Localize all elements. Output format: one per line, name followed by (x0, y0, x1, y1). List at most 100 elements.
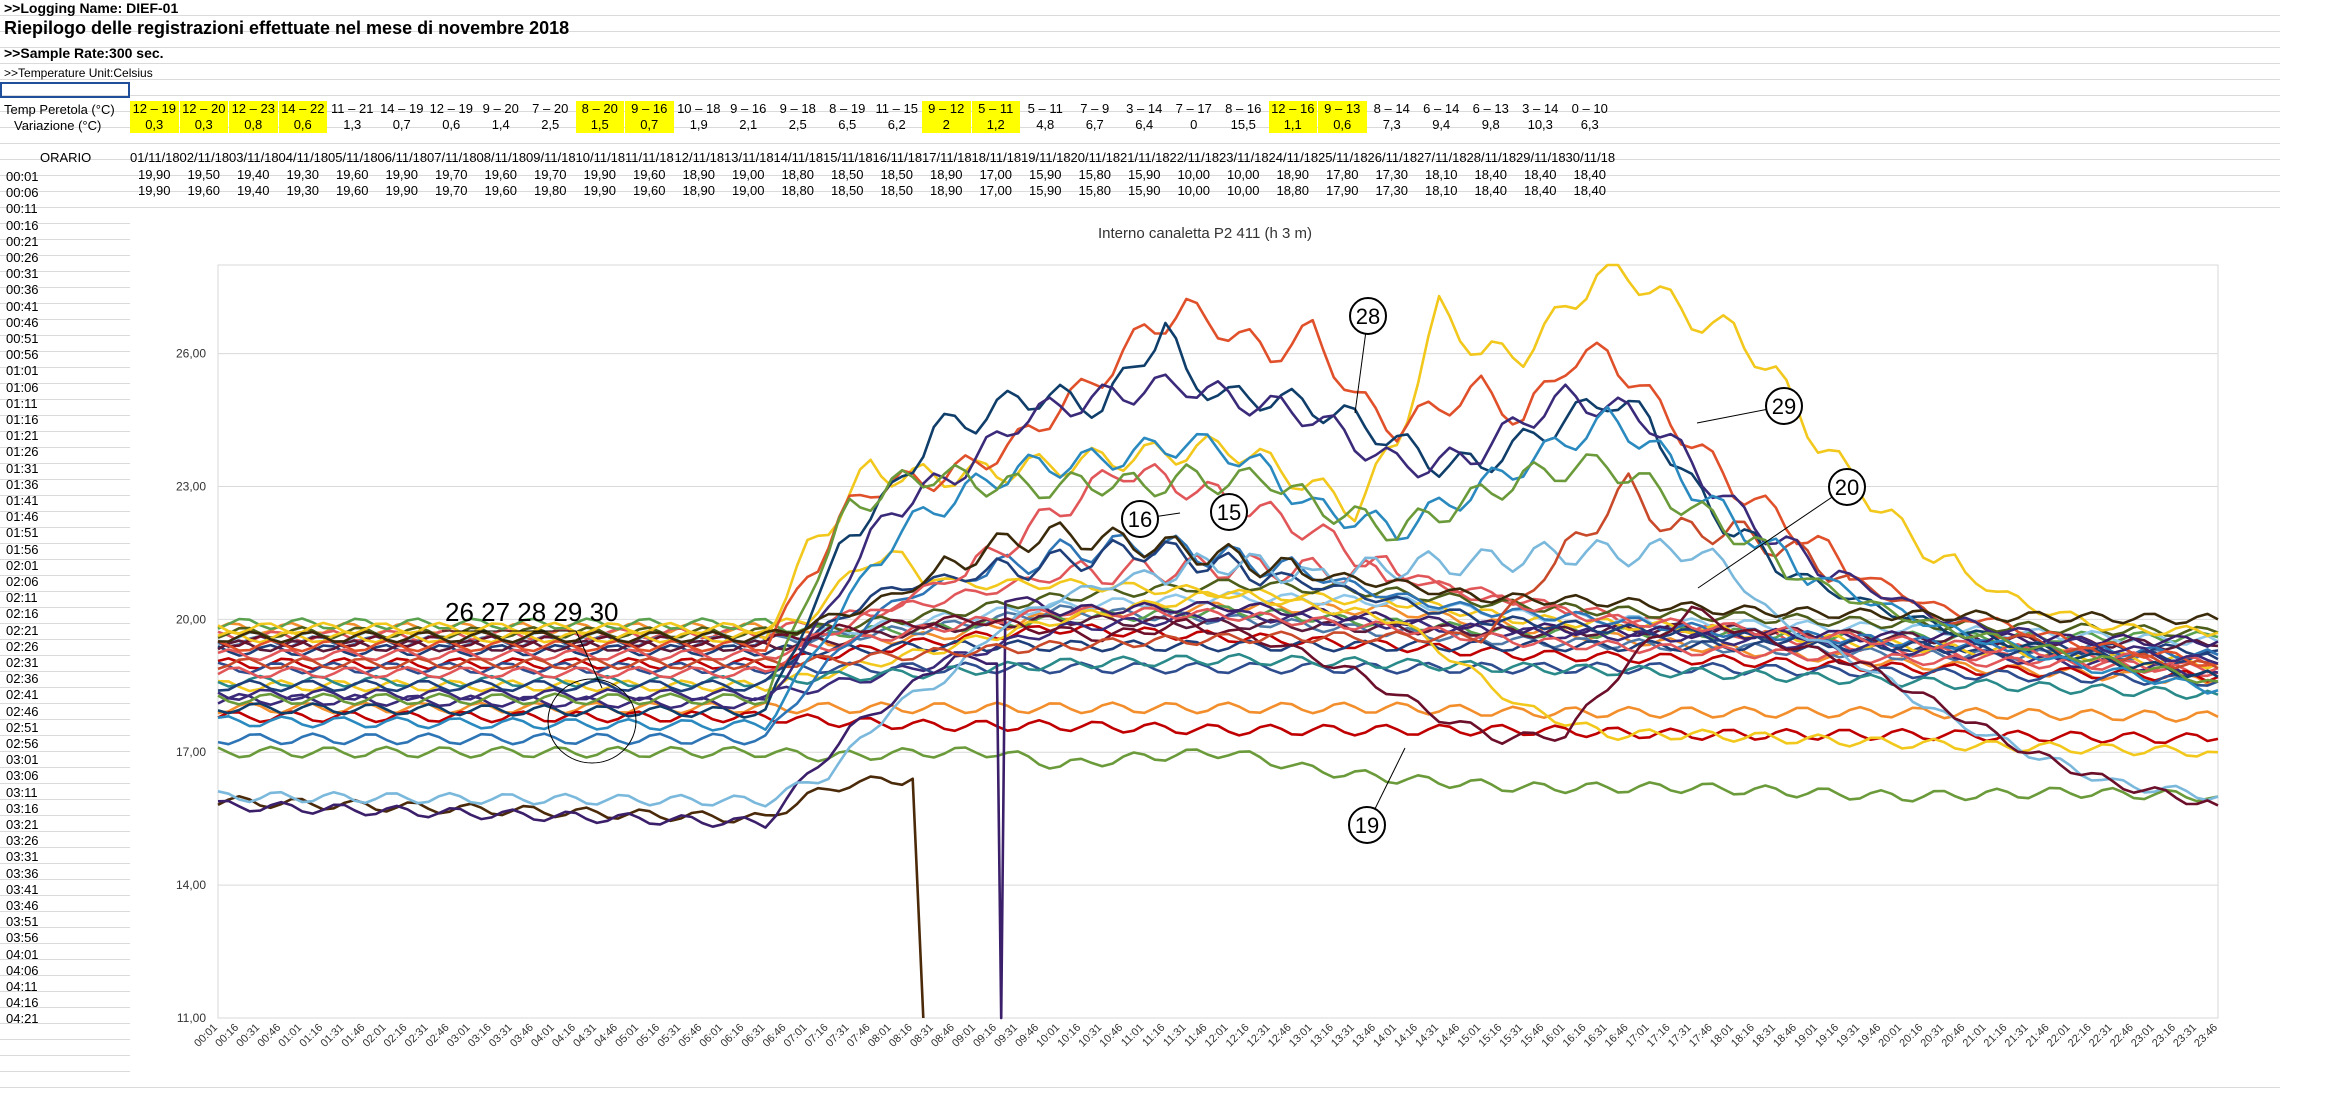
value-cell[interactable]: 19,70 (434, 183, 468, 198)
variation-cell[interactable]: 0,8 (229, 117, 278, 133)
temp-range-cell[interactable]: 12 – 19 (130, 101, 179, 117)
time-cell[interactable]: 01:51 (6, 525, 39, 541)
value-cell[interactable]: 17,30 (1375, 167, 1409, 182)
time-cell[interactable]: 04:01 (6, 946, 39, 962)
temp-range-cell[interactable]: 5 – 11 (971, 101, 1020, 117)
time-cell[interactable]: 03:26 (6, 833, 39, 849)
variation-cell[interactable]: 2,5 (541, 117, 560, 132)
value-cell[interactable]: 18,80 (781, 183, 815, 198)
date-header-cell[interactable]: 28/11/18 (1466, 150, 1517, 165)
variation-cell[interactable]: 2,1 (739, 117, 758, 132)
time-cell[interactable]: 03:36 (6, 865, 39, 881)
temp-range-cell[interactable]: 5 – 11 (1027, 101, 1063, 116)
variation-cell[interactable]: 0,6 (1318, 117, 1367, 133)
value-cell[interactable]: 19,60 (484, 183, 518, 198)
time-cell[interactable]: 00:01 (6, 169, 39, 184)
date-header-cell[interactable]: 03/11/18 (229, 150, 279, 165)
time-cell[interactable]: 00:36 (6, 282, 39, 298)
variation-cell[interactable]: 9,4 (1432, 117, 1451, 132)
variation-cell[interactable]: 2 (922, 117, 971, 133)
value-cell[interactable]: 18,10 (1424, 167, 1458, 182)
value-cell[interactable]: 10,00 (1177, 183, 1211, 198)
time-cell[interactable]: 01:56 (6, 541, 39, 557)
time-cell[interactable]: 02:06 (6, 574, 39, 589)
temp-range-cell[interactable]: 9 – 16 (625, 101, 674, 117)
variation-cell[interactable]: 1,9 (689, 117, 708, 132)
value-cell[interactable]: 18,80 (1276, 183, 1310, 198)
temp-range-cell[interactable]: 14 – 22 (278, 101, 327, 117)
time-cell[interactable]: 01:41 (6, 493, 39, 508)
time-cell[interactable]: 00:31 (6, 266, 39, 282)
date-header-cell[interactable]: 23/11/18 (1219, 150, 1269, 165)
value-cell[interactable]: 18,90 (929, 167, 963, 182)
date-header-cell[interactable]: 29/11/18 (1516, 150, 1566, 165)
time-cell[interactable]: 03:01 (6, 752, 39, 768)
date-header-cell[interactable]: 26/11/18 (1367, 150, 1418, 165)
time-cell[interactable]: 01:21 (6, 428, 39, 444)
variation-cell[interactable]: 0,6 (442, 117, 461, 132)
value-cell[interactable]: 19,90 (137, 183, 171, 198)
temp-range-cell[interactable]: 0 – 10 (1571, 101, 1608, 116)
temp-range-cell[interactable]: 14 – 19 (380, 101, 424, 116)
value-cell[interactable]: 15,90 (1127, 167, 1161, 182)
selected-cell[interactable] (0, 82, 130, 98)
variation-cell[interactable]: 0,3 (130, 117, 179, 133)
time-cell[interactable]: 03:56 (6, 930, 39, 946)
time-cell[interactable]: 03:51 (6, 914, 39, 930)
date-header-cell[interactable]: 24/11/18 (1268, 150, 1319, 165)
variation-cell[interactable]: 0,6 (278, 117, 327, 133)
value-cell[interactable]: 18,50 (880, 167, 914, 182)
variation-label[interactable]: Variazione (°C) (14, 118, 102, 133)
temp-range-cell[interactable]: 12 – 23 (229, 101, 278, 117)
chart-area[interactable]: Interno canaletta P2 411 (h 3 m) 11,00 14… (130, 208, 2320, 1078)
time-cell[interactable]: 03:31 (6, 849, 39, 865)
value-cell[interactable]: 19,40 (236, 183, 270, 198)
variation-cell[interactable]: 6,3 (1580, 117, 1599, 132)
value-cell[interactable]: 10,00 (1177, 167, 1211, 182)
time-cell[interactable]: 02:41 (6, 687, 39, 703)
value-cell[interactable]: 18,50 (830, 183, 864, 198)
time-cell[interactable]: 01:36 (6, 476, 39, 492)
date-header-cell[interactable]: 12/11/18 (674, 150, 725, 165)
time-cell[interactable]: 02:21 (6, 622, 39, 638)
temperature-unit[interactable]: >>Temperature Unit:Celsius (4, 66, 153, 80)
sample-rate[interactable]: >>Sample Rate:300 sec. (4, 45, 164, 61)
time-cell[interactable]: 02:01 (6, 557, 39, 573)
time-cell[interactable]: 01:46 (6, 509, 39, 525)
date-header-cell[interactable]: 16/11/18 (872, 150, 923, 165)
temp-range-cell[interactable]: 6 – 14 (1423, 101, 1460, 116)
time-cell[interactable]: 03:11 (6, 784, 38, 800)
date-header-cell[interactable]: 08/11/18 (476, 150, 527, 165)
date-header-cell[interactable]: 11/11/18 (625, 150, 674, 165)
value-cell[interactable]: 19,70 (533, 167, 567, 182)
time-cell[interactable]: 03:16 (6, 800, 39, 816)
date-header-cell[interactable]: 01/11/18 (130, 150, 180, 165)
temp-range-cell[interactable]: 8 – 19 (829, 101, 866, 116)
value-cell[interactable]: 18,40 (1523, 167, 1557, 182)
date-header-cell[interactable]: 20/11/18 (1070, 150, 1121, 165)
value-cell[interactable]: 15,90 (1028, 167, 1062, 182)
time-cell[interactable]: 02:36 (6, 671, 39, 687)
value-cell[interactable]: 17,80 (1325, 167, 1359, 182)
value-cell[interactable]: 19,90 (385, 167, 419, 182)
variation-cell[interactable]: 6,5 (838, 117, 857, 132)
variation-cell[interactable]: 0,7 (625, 117, 674, 133)
variation-cell[interactable]: 0,7 (392, 117, 411, 132)
variation-cell[interactable]: 6,7 (1085, 117, 1104, 132)
temp-range-cell[interactable]: 11 – 15 (875, 101, 918, 116)
value-cell[interactable]: 18,40 (1474, 167, 1508, 182)
time-cell[interactable]: 02:51 (6, 719, 39, 735)
value-cell[interactable]: 18,10 (1424, 183, 1458, 198)
value-cell[interactable]: 18,40 (1573, 183, 1607, 198)
value-cell[interactable]: 17,90 (1325, 183, 1359, 198)
variation-cell[interactable]: 9,8 (1481, 117, 1500, 132)
value-cell[interactable]: 15,80 (1078, 167, 1112, 182)
value-cell[interactable]: 19,80 (533, 183, 567, 198)
time-cell[interactable]: 04:21 (6, 1011, 39, 1027)
date-header-cell[interactable]: 21/11/18 (1120, 150, 1170, 165)
value-cell[interactable]: 17,30 (1375, 183, 1409, 198)
value-cell[interactable]: 19,60 (632, 167, 666, 182)
date-header-cell[interactable]: 15/11/18 (823, 150, 873, 165)
value-cell[interactable]: 19,00 (731, 167, 765, 182)
variation-cell[interactable]: 0 (1190, 117, 1198, 132)
